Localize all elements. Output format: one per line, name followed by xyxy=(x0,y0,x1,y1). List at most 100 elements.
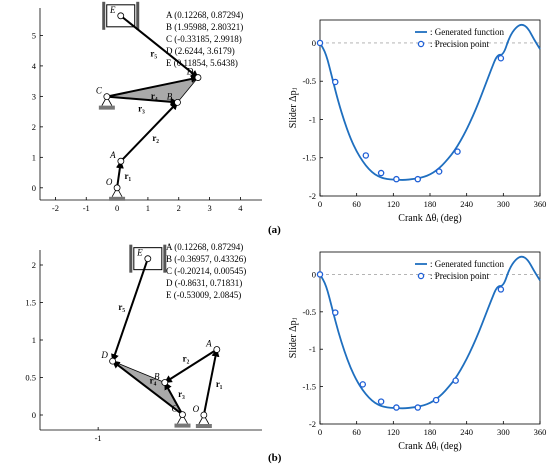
a-mech-link-r2 xyxy=(120,101,179,162)
b-mech-x-tick-label: -1 xyxy=(95,433,102,443)
b-chart-precision-point xyxy=(377,398,385,405)
b-mech-joint-label-O: O xyxy=(193,404,200,414)
b-mech-y-tick-label: 0 xyxy=(32,410,36,420)
a-mech-joint-E xyxy=(117,12,125,20)
a-chart-precision-point xyxy=(414,175,422,183)
caption-b: (b) xyxy=(268,452,282,464)
b-mech-y-tick-label: 1.5 xyxy=(25,298,36,308)
a-chart-precision-point xyxy=(362,152,370,159)
a-coord-4: E (0.11854, 5.6438) xyxy=(166,58,238,68)
a-chart-legend-point-swatch xyxy=(417,40,425,48)
a-chart-y-axis-label: Slider Δpⱼ xyxy=(288,87,299,128)
a-chart-precision-point xyxy=(435,168,443,175)
b-mech-joint-B xyxy=(161,379,169,386)
b-mech-y-tick-label: 0.5 xyxy=(25,373,36,383)
a-mech-link-r1-label: r₁ xyxy=(125,171,132,181)
b-mech-ground-C-base xyxy=(174,423,191,428)
b-mech-y-tick-label: 2 xyxy=(32,260,36,270)
b-mech-y-tick-label: 1 xyxy=(32,335,36,345)
b-chart-y-tick-label: -1.5 xyxy=(303,382,316,392)
a-chart-y-tick-label: -0.5 xyxy=(303,76,316,86)
a-chart-y-tick-label: -1 xyxy=(309,114,316,124)
b-chart-y-axis-label: Slider Δpⱼ xyxy=(288,317,299,358)
b-mech-joint-label-A: A xyxy=(205,339,212,349)
b-chart-y-tick-label: -0.5 xyxy=(303,307,316,317)
a-mech-link-r5-label: r₅ xyxy=(150,49,157,59)
a-coord-3: D (2.6244, 3.6179) xyxy=(166,46,235,56)
b-mech-link-r4-label: r₄ xyxy=(150,376,157,386)
b-mech-joint-A xyxy=(213,346,221,353)
caption-a: (a) xyxy=(268,224,281,236)
a-chart-legend-point-label: : Precision point xyxy=(430,39,489,49)
a-mech-x-tick-label: -1 xyxy=(83,203,90,213)
b-mech-joint-label-B: B xyxy=(154,372,160,382)
a-mech-joint-label-D: D xyxy=(186,67,194,77)
a-chart-precision-point xyxy=(454,148,461,155)
b-chart-precision-point xyxy=(452,377,459,384)
b-mech-link-r2-label: r₂ xyxy=(183,353,190,363)
a-coord-2: C (-0.33185, 2.9918) xyxy=(166,34,242,44)
b-mech-link-r3 xyxy=(163,381,184,416)
a-mech-link-r4 xyxy=(106,75,199,98)
a-mech-link-r1 xyxy=(115,160,124,188)
a-chart-x-tick-label: 360 xyxy=(534,199,547,209)
a-chart-precision-point xyxy=(332,78,339,86)
a-mech-link-r2-label: r₂ xyxy=(152,133,159,143)
b-chart-generated-function-line xyxy=(319,255,541,410)
b-chart-x-tick-label: 180 xyxy=(424,427,437,437)
a-mech-y-tick-label: 1 xyxy=(32,152,36,162)
a-mech-y-tick-label: 2 xyxy=(32,122,36,132)
a-mech-x-tick-label: 2 xyxy=(177,203,181,213)
a-mech-joint-A xyxy=(117,157,125,165)
a-chart-precision-point xyxy=(377,169,385,177)
b-mech-link-r5-label: r₅ xyxy=(118,302,125,312)
a-mech-joint-label-E: E xyxy=(109,5,116,15)
a-mech-joint-label-A: A xyxy=(109,150,116,160)
a-mech-y-tick-label: 0 xyxy=(32,183,36,193)
b-mech-link-r1-label: r₁ xyxy=(216,379,223,389)
b-chart-precision-point xyxy=(432,396,440,404)
a-mech-link-r3 xyxy=(106,95,179,106)
b-mech-link-r4 xyxy=(111,360,184,416)
a-mech-link-r3-label: r₃ xyxy=(138,103,145,113)
a-mech-x-tick-label: 4 xyxy=(238,203,243,213)
b-mech-ground-O-base xyxy=(195,424,212,428)
b-coord-0: A (0.12268, 0.87294) xyxy=(166,242,243,252)
b-coord-4: E (-0.53009, 2.0845) xyxy=(166,290,241,300)
b-chart-x-tick-label: 0 xyxy=(318,427,322,437)
a-mech-x-tick-label: -2 xyxy=(52,203,59,213)
a-mech-joint-label-B: B xyxy=(167,91,173,101)
a-chart-legend-line-label: : Generated function xyxy=(430,27,504,37)
b-chart-x-tick-label: 60 xyxy=(352,427,361,437)
a-chart-y-tick-label: -2 xyxy=(309,191,316,201)
a-mech-joint-B xyxy=(174,98,181,106)
b-chart-precision-point xyxy=(316,271,324,278)
a-chart-x-axis-label: Crank Δθᵢ (deg) xyxy=(398,213,461,224)
b-chart-x-tick-label: 360 xyxy=(534,427,547,437)
a-chart-x-tick-label: 300 xyxy=(497,199,510,209)
b-chart-precision-point xyxy=(359,381,367,388)
b-coord-3: D (-0.8631, 0.71831) xyxy=(166,278,242,288)
a-mech-y-tick-label: 5 xyxy=(32,30,36,40)
b-chart-x-tick-label: 120 xyxy=(387,427,400,437)
a-mech-x-tick-label: 0 xyxy=(115,203,119,213)
b-chart-x-axis-label: Crank Δθᵢ (deg) xyxy=(398,441,461,452)
a-chart-precision-point xyxy=(393,175,400,183)
a-mech-y-tick-label: 4 xyxy=(32,61,37,71)
a-chart-x-tick-label: 0 xyxy=(318,199,322,209)
a-chart-x-tick-label: 240 xyxy=(460,199,473,209)
a-chart-precision-point xyxy=(316,39,324,47)
a-mech-joint-D xyxy=(194,74,202,81)
b-mech-joint-D xyxy=(109,357,117,365)
a-mech-joint-O xyxy=(113,184,121,192)
a-chart-generated-function-line xyxy=(319,23,541,181)
b-chart-legend-point-swatch xyxy=(417,272,425,280)
a-chart-y-tick-label: -1.5 xyxy=(303,153,316,163)
b-mech-joint-O xyxy=(200,411,208,419)
b-chart-precision-point xyxy=(414,404,422,411)
b-chart-y-tick-label: -2 xyxy=(309,419,316,429)
a-mech-ground-O-base xyxy=(109,196,126,201)
b-chart-precision-point xyxy=(497,286,505,293)
b-mech-joint-label-C: C xyxy=(171,404,178,414)
a-mech-link-r5 xyxy=(120,15,199,79)
